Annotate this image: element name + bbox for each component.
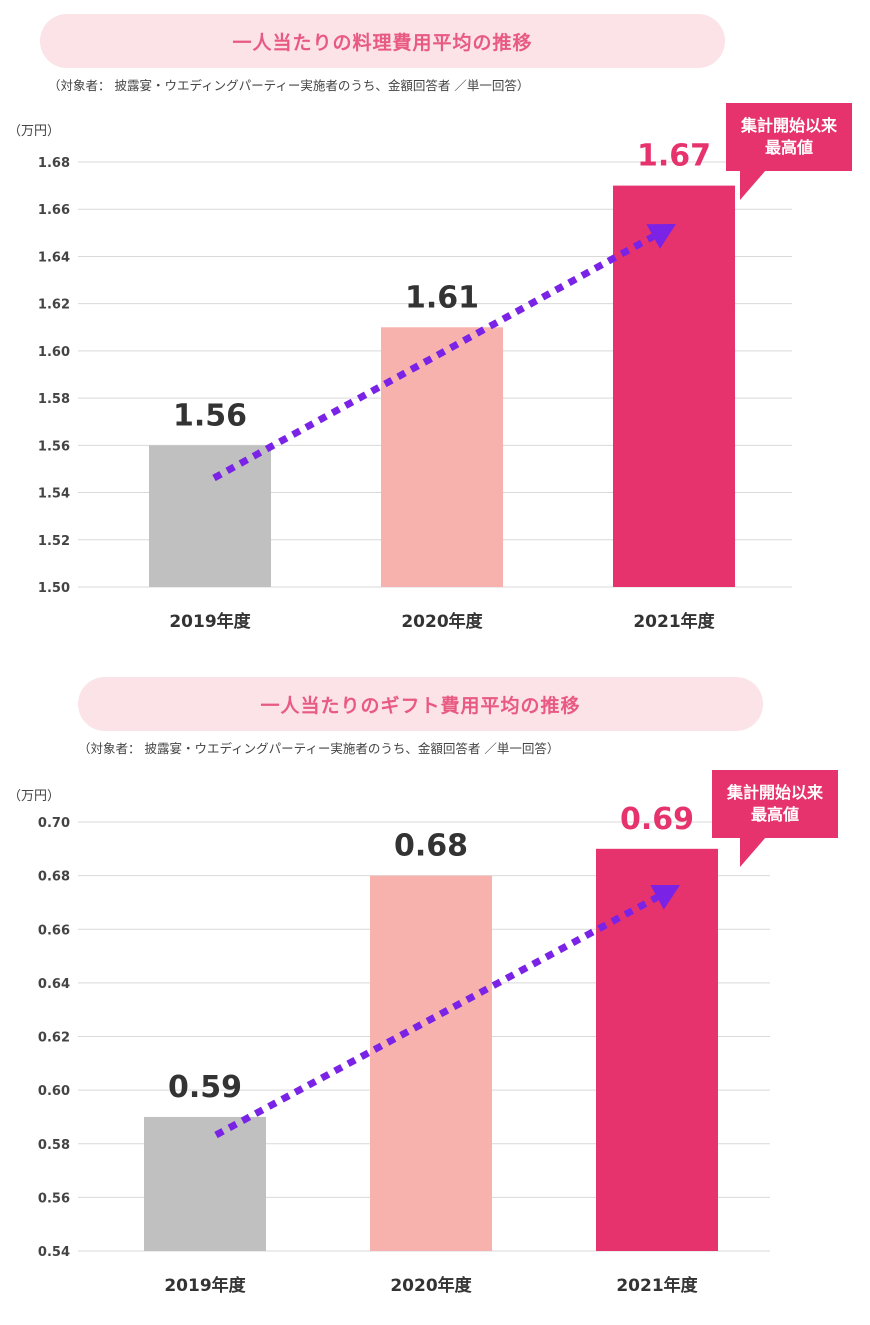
callout-text: 集計開始以来 最高値 (740, 116, 837, 157)
y-tick-label: 1.60 (38, 345, 70, 360)
x-tick-label: 2019年度 (164, 1275, 246, 1296)
record-high-callout: 集計開始以来 最高値 (712, 770, 838, 838)
x-tick-label: 2019年度 (169, 611, 251, 632)
y-tick-label: 0.64 (38, 977, 70, 992)
x-tick-label: 2021年度 (616, 1275, 698, 1296)
callout-text: 集計開始以来 最高値 (726, 783, 823, 824)
y-tick-label: 0.54 (38, 1245, 70, 1260)
y-tick-label: 1.50 (38, 581, 70, 596)
x-tick-label: 2021年度 (633, 611, 715, 632)
data-label: 0.69 (620, 802, 694, 837)
chart-title-text: 一人当たりのギフト費用平均の推移 (260, 694, 581, 717)
y-tick-label: 0.68 (38, 870, 70, 885)
y-tick-label: 1.68 (38, 156, 70, 171)
record-high-callout: 集計開始以来 最高値 (726, 103, 852, 171)
chart-title-text: 一人当たりの料理費用平均の推移 (232, 31, 533, 54)
y-tick-label: 1.56 (38, 439, 70, 454)
bar-2021年度 (596, 848, 718, 1251)
chart-title: 一人当たりの料理費用平均の推移 (40, 14, 725, 68)
y-tick-label: 0.70 (38, 816, 70, 831)
y-tick-label: 1.58 (38, 392, 70, 407)
data-label: 1.61 (405, 280, 479, 315)
chart-subtitle: （対象者： 披露宴・ウエディングパーティー実施者のうち、金額回答者 ／単一回答） (48, 78, 530, 93)
y-tick-label: 0.60 (38, 1084, 70, 1099)
bar-2019年度 (144, 1116, 266, 1251)
y-axis-unit: （万円） (8, 124, 61, 139)
y-tick-label: 0.58 (38, 1138, 70, 1153)
data-label: 0.68 (394, 829, 468, 864)
y-tick-label: 0.62 (38, 1031, 70, 1046)
x-tick-label: 2020年度 (401, 611, 483, 632)
chart-subtitle: （対象者： 披露宴・ウエディングパーティー実施者のうち、金額回答者 ／単一回答） (78, 741, 560, 756)
trend-arrow-head (650, 885, 680, 910)
bar-2020年度 (370, 875, 492, 1251)
y-tick-label: 1.54 (38, 487, 70, 502)
bar-2021年度 (613, 185, 735, 587)
gift-cost-chart: 一人当たりのギフト費用平均の推移 （対象者： 披露宴・ウエディングパーティー実施… (0, 665, 870, 1325)
callout-tail (740, 170, 766, 200)
x-tick-label: 2020年度 (390, 1275, 472, 1296)
y-tick-label: 1.52 (38, 534, 70, 549)
data-label: 1.67 (637, 139, 711, 174)
y-tick-label: 0.66 (38, 923, 70, 938)
cooking-cost-chart: 一人当たりの料理費用平均の推移 （対象者： 披露宴・ウエディングパーティー実施者… (0, 0, 870, 655)
y-axis-unit: （万円） (8, 789, 61, 804)
data-label: 0.59 (168, 1070, 242, 1105)
y-tick-label: 1.66 (38, 203, 70, 218)
data-label: 1.56 (173, 398, 247, 433)
plot-area: 0.54 0.56 0.58 0.60 0.62 0.64 0.66 0.68 0.70 0.59… (38, 802, 770, 1296)
y-tick-label: 1.62 (38, 298, 70, 313)
y-tick-label: 1.64 (38, 250, 70, 265)
bar-2020年度 (381, 327, 503, 587)
bar-2019年度 (149, 445, 271, 587)
trend-arrow-head (646, 224, 676, 249)
y-tick-label: 0.56 (38, 1191, 70, 1206)
callout-tail (740, 837, 766, 867)
chart-title: 一人当たりのギフト費用平均の推移 (78, 677, 763, 731)
plot-area: 1.50 1.52 1.54 1.56 1.58 1.60 1.62 1.64 1.66 1.68… (38, 139, 792, 632)
